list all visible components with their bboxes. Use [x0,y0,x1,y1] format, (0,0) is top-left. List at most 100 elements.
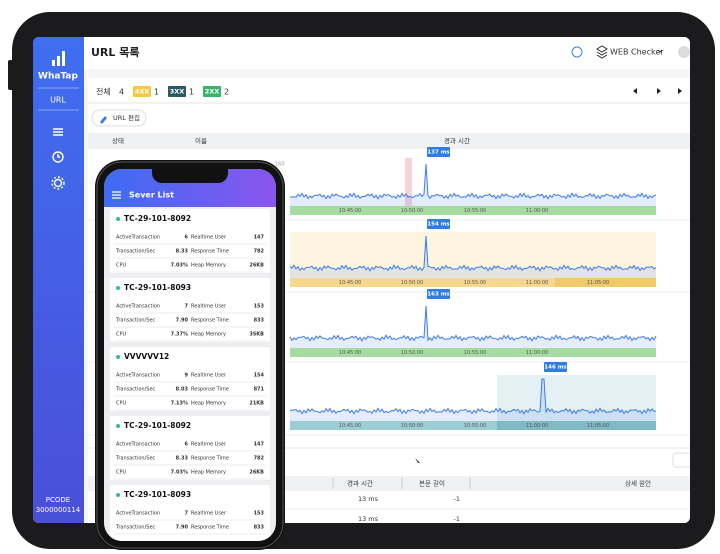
metric-label: Heap Memory [191,263,226,269]
metric-value: 871 [254,387,265,393]
filter-chip[interactable] [133,86,151,97]
nav-icons[interactable] [51,128,65,190]
server-card[interactable] [110,416,270,480]
peak-label: 154 ms [427,222,450,228]
topbar [84,37,690,69]
metric-value: 6 [185,442,189,448]
time-band [290,348,656,357]
product-icon [596,45,608,59]
time-label: 10:45:00 [339,423,361,429]
time-band [290,206,656,215]
column-header: 상태 [112,136,124,145]
peak-label: 163 ms [427,292,450,298]
axis-label: 160 [275,162,285,168]
server-card[interactable] [110,485,270,549]
metric-label: CPU [116,332,127,338]
avatar[interactable] [678,46,690,58]
metric-value: 782 [254,249,265,255]
hamburger[interactable] [112,191,121,199]
edit-icon [100,116,107,124]
metric-value: 7.03% [171,263,188,269]
metric-label: CPU [116,401,127,407]
time-label: 11:05:00 [587,280,609,286]
column-header: 이름 [195,136,207,145]
product-name[interactable]: WEB Checker [610,48,664,57]
pager[interactable] [633,88,682,94]
peak-badge [427,289,450,299]
time-label: 10:55:00 [464,423,486,429]
peak-badge [427,147,450,157]
metric-value: 8.33 [176,249,189,255]
metric-label: Realtime User [191,511,227,517]
filter-label[interactable]: 전체 [96,87,111,97]
filter-chip[interactable] [168,86,186,97]
server-card[interactable] [110,209,270,273]
metric-label: Transaction/Sec [115,318,156,324]
filters: 전체 4 4XX 1 3XX 1 2XX 2 [96,86,229,97]
small-button[interactable] [672,452,693,468]
sparkline-area [290,164,656,206]
metric-value: 6 [185,235,189,241]
metric-value: 26KB [249,263,264,269]
filter-count: 1 [154,88,159,97]
metric-label: Realtime User [191,304,227,310]
tablet-button [8,60,13,90]
filter-count: 4 [119,88,124,97]
peak-badge [427,219,450,229]
status-dot [116,493,120,497]
edit-button[interactable] [91,109,147,127]
metric-label: CPU [116,263,127,269]
globe-icon[interactable] [571,46,583,58]
filter-count: 1 [189,88,194,97]
detail-column: 경과 시간 [347,479,373,488]
filter-label[interactable]: 4XX [135,88,150,96]
metric-value: 833 [254,318,265,324]
metric-label: Heap Memory [191,332,226,338]
metric-label: Transaction/Sec [115,456,156,462]
filter-label[interactable]: 2XX [205,88,220,96]
server-name: VVVVVV12 [124,352,169,361]
sparkline [289,235,657,272]
sparkline-area [290,306,656,348]
metric-value: 8.33 [176,456,189,462]
cursor [415,458,420,463]
metric-value: 833 [254,525,265,531]
time-band [290,278,656,287]
notch [152,169,228,183]
time-band [290,421,656,430]
metric-label: Response Time [191,387,229,393]
metric-value: 7.90 [176,318,189,324]
server-name: TC-29-101-8092 [124,214,191,223]
dropdown-caret [657,49,663,53]
metric-value: 147 [254,442,265,448]
detail-cell: 13 ms [358,515,379,523]
metric-label: Response Time [191,525,229,531]
time-label: 10:45:00 [339,350,361,356]
metric-value: 9 [185,373,189,379]
column-header: 경과 시간 [444,136,470,145]
page-title: URL 목록 [91,46,139,59]
phone-screen: Sever List TC-29-101-8092 ActiveTransacti… [104,169,276,549]
metric-label: ActiveTransaction [116,511,160,517]
time-label: 11:00:00 [526,350,548,356]
server-card[interactable] [110,347,270,411]
time-label: 11:05:00 [587,423,609,429]
server-card[interactable] [110,278,270,342]
pcode: 3000000114 [36,506,81,514]
metric-value: 26KB [249,470,264,476]
metric-label: Heap Memory [191,401,226,407]
edit-button-label[interactable]: URL 편집 [113,113,140,122]
metric-label: Realtime User [191,235,227,241]
metric-label: Realtime User [191,442,227,448]
metric-label: Response Time [191,249,229,255]
metric-value: 21KB [249,401,264,407]
filter-chip[interactable] [203,86,221,97]
menu-url[interactable]: URL [50,96,66,105]
server-name: TC-29-101-8093 [124,490,191,499]
metric-label: Transaction/Sec [115,525,156,531]
metric-label: Response Time [191,318,229,324]
filter-label[interactable]: 3XX [170,88,185,96]
time-label: 10:50:00 [401,208,423,214]
error-marker [405,158,412,206]
time-label: 10:50:00 [401,423,423,429]
